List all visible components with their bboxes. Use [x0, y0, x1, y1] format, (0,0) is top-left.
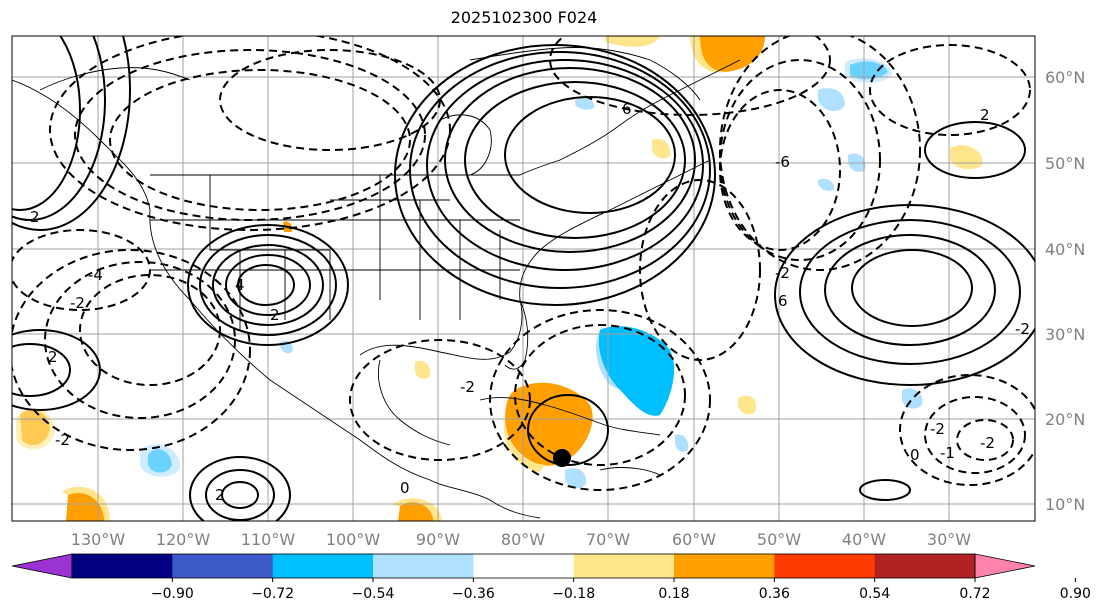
contour-label: 2 — [30, 208, 40, 226]
positive-contours — [12, 36, 1035, 521]
cold-patch-edge — [565, 468, 587, 489]
colorbar-segment — [774, 554, 876, 578]
lon-label: 90°W — [416, 530, 460, 549]
negative-contours — [12, 36, 1035, 491]
lat-label: 20°N — [1045, 410, 1085, 429]
lon-label: 120°W — [156, 530, 211, 549]
warm-patch-edge — [415, 360, 431, 379]
warm-patch-edge — [16, 408, 55, 450]
colorbar-segment — [72, 554, 173, 578]
lat-label: 40°N — [1045, 240, 1085, 259]
lon-label: 100°W — [326, 530, 381, 549]
contour-labels: 6 -6 6 4 2 2 -2 -4 -2 0 -2 2 -2 -2 0 -1 … — [30, 100, 1030, 504]
warm-patch-edge — [950, 145, 983, 170]
warm-patch — [700, 36, 765, 72]
colorbar-tick-label: −0.54 — [352, 586, 395, 602]
colorbar-segment — [272, 554, 374, 578]
contour-label: 2 — [215, 486, 225, 504]
lat-label: 30°N — [1045, 325, 1085, 344]
contour-label: 2 — [48, 348, 58, 366]
lon-label: 80°W — [501, 530, 545, 549]
colorbar-segment — [172, 554, 274, 578]
lon-label: 60°W — [672, 530, 716, 549]
lon-label: 110°W — [241, 530, 296, 549]
colorbar-extend-low — [11, 553, 73, 579]
map-title: 2025102300 F024 — [450, 8, 598, 27]
lat-label: 10°N — [1045, 495, 1085, 514]
contour-label: -2 — [930, 420, 945, 438]
contour-label: -2 — [70, 294, 85, 312]
cold-patch-edge — [140, 444, 180, 477]
latitude-labels: 60°N 50°N 40°N 30°N 20°N 10°N — [1045, 68, 1085, 514]
colorbar-segment — [874, 554, 976, 578]
colorbar-tick-label: −0.36 — [452, 586, 495, 602]
lon-label: 30°W — [927, 530, 971, 549]
colorbar-segment — [373, 554, 474, 578]
cold-patch-edge — [575, 98, 595, 110]
lon-label: 130°W — [71, 530, 126, 549]
longitude-labels: 130°W 120°W 110°W 100°W 90°W 80°W 70°W 6… — [71, 530, 971, 549]
contour-label: -1 — [940, 444, 955, 462]
lon-label: 40°W — [842, 530, 886, 549]
cold-patch-edge — [845, 58, 892, 83]
warm-patch-edge — [605, 36, 660, 47]
warm-patch-edge — [652, 138, 671, 159]
colorbar-segment — [573, 554, 675, 578]
warm-patch-edge — [690, 36, 725, 73]
colorbar-tick-label: 0.90 — [1060, 586, 1091, 602]
coastlines — [12, 47, 741, 519]
lon-label: 70°W — [586, 530, 630, 549]
contour-label: -6 — [775, 153, 790, 171]
colorbar-outline — [71, 553, 976, 579]
lat-label: 60°N — [1045, 68, 1085, 87]
contour-label: 0 — [400, 479, 410, 497]
lat-label: 50°N — [1045, 154, 1085, 173]
colorbar-segment — [674, 554, 775, 578]
warm-patch — [505, 382, 593, 466]
graticule — [12, 36, 1035, 521]
contour-label: 2 — [980, 106, 990, 124]
contour-label: -2 — [775, 264, 790, 282]
colorbar-tick-label: −0.72 — [251, 586, 294, 602]
cold-patch-edge — [818, 88, 845, 112]
contour-label: -4 — [88, 266, 103, 284]
map-frame — [11, 35, 1036, 522]
colorbar-extend-high — [974, 553, 1036, 579]
colorbar-tick-label: 0.72 — [959, 586, 990, 602]
contour-label: -2 — [980, 434, 995, 452]
colorbar-tick-label: −0.90 — [151, 586, 194, 602]
lon-label: 50°W — [757, 530, 801, 549]
contour-label: 6 — [622, 100, 632, 118]
cold-patch-edge — [818, 178, 835, 191]
contour-label: 0 — [910, 446, 920, 464]
colorbar-segment — [473, 554, 575, 578]
warm-patch-edge — [738, 395, 757, 415]
colorbar-tick-label: 0.54 — [859, 586, 890, 602]
warm-patch — [398, 502, 434, 521]
colorbar: −0.90 −0.72 −0.54 −0.36 −0.18 0.18 0.36 0.54 0.7… — [11, 553, 1091, 602]
cold-patch — [598, 326, 675, 416]
contour-label: -2 — [460, 378, 475, 396]
warm-patch-edge — [504, 420, 545, 472]
contour-label: -2 — [1015, 320, 1030, 338]
storm-position-marker — [553, 449, 571, 467]
colorbar-tick-label: 0.36 — [759, 586, 790, 602]
colorbar-tick-label: 0.18 — [658, 586, 689, 602]
colorbar-tick-label: −0.18 — [552, 586, 595, 602]
contour-label: -2 — [55, 431, 70, 449]
cold-patch-edge — [675, 434, 689, 453]
contour-label: 4 — [235, 276, 245, 294]
contour-label: 2 — [270, 306, 280, 324]
contour-label: 6 — [778, 292, 788, 310]
